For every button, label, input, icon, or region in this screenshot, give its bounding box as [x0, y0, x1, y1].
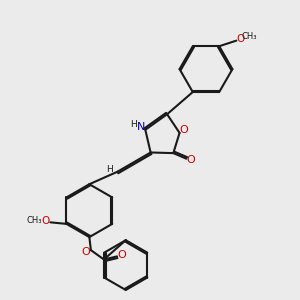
- Text: O: O: [186, 155, 195, 165]
- Text: O: O: [82, 247, 90, 257]
- Text: O: O: [42, 216, 50, 226]
- Text: H: H: [106, 165, 113, 174]
- Text: H: H: [130, 120, 137, 129]
- Text: O: O: [236, 34, 244, 44]
- Text: CH₃: CH₃: [27, 216, 43, 225]
- Text: N: N: [136, 122, 145, 132]
- Text: CH₃: CH₃: [242, 32, 257, 41]
- Text: O: O: [179, 125, 188, 135]
- Text: O: O: [117, 250, 126, 260]
